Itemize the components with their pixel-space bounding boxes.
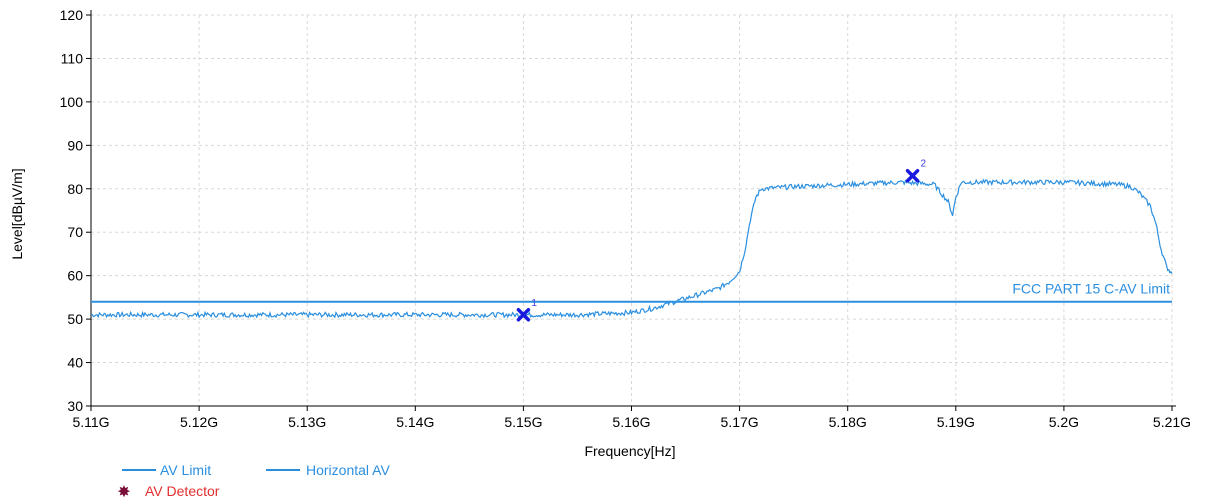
x-tick-label: 5.19G xyxy=(937,414,975,430)
x-tick-label: 5.2G xyxy=(1049,414,1079,430)
legend-marker-av-detector-icon: ✸ xyxy=(117,482,130,501)
legend-label-av-detector: AV Detector xyxy=(145,483,220,499)
x-tick-label: 5.17G xyxy=(721,414,759,430)
x-tick-label: 5.18G xyxy=(829,414,867,430)
axes xyxy=(86,10,1176,411)
x-tick-label: 5.14G xyxy=(396,414,434,430)
x-tick-label: 5.16G xyxy=(612,414,650,430)
x-tick-label: 5.12G xyxy=(180,414,218,430)
x-tick-label: 5.11G xyxy=(72,414,109,430)
detector-marker-label: 2 xyxy=(921,159,927,170)
grid-lines xyxy=(91,14,1173,406)
y-tick-label: 60 xyxy=(67,268,83,284)
limit-annotation: FCC PART 15 C-AV Limit xyxy=(1012,281,1170,297)
y-tick-label: 70 xyxy=(67,224,83,240)
legend: AV Limit Horizontal AV ✸ AV Detector xyxy=(117,462,390,501)
y-axis-title: Level[dBµV/m] xyxy=(9,168,25,259)
series-horizontal-av xyxy=(90,178,1173,319)
x-tick-label: 5.21G xyxy=(1153,414,1191,430)
y-tick-label: 100 xyxy=(60,94,84,110)
legend-label-av-limit: AV Limit xyxy=(160,462,211,478)
series-lines xyxy=(90,178,1173,319)
x-axis-title: Frequency[Hz] xyxy=(584,443,675,459)
y-tick-label: 90 xyxy=(67,137,83,153)
y-tick-label: 40 xyxy=(67,355,83,371)
y-tick-label: 80 xyxy=(67,181,83,197)
detector-marker xyxy=(905,168,920,183)
tick-labels: 5.11G 5.12G 5.13G 5.14G 5.15G 5.16G 5.17G 5.18G… xyxy=(60,7,1191,430)
y-tick-label: 50 xyxy=(67,311,83,327)
detector-markers: 12 xyxy=(516,159,927,322)
y-tick-label: 110 xyxy=(61,50,84,66)
detector-marker xyxy=(516,308,531,322)
x-tick-label: 5.15G xyxy=(504,414,542,430)
y-tick-label: 120 xyxy=(60,7,84,23)
legend-label-horizontal-av: Horizontal AV xyxy=(306,462,390,478)
x-tick-label: 5.13G xyxy=(288,414,326,430)
y-tick-label: 30 xyxy=(67,398,83,414)
detector-marker-label: 1 xyxy=(531,298,537,309)
